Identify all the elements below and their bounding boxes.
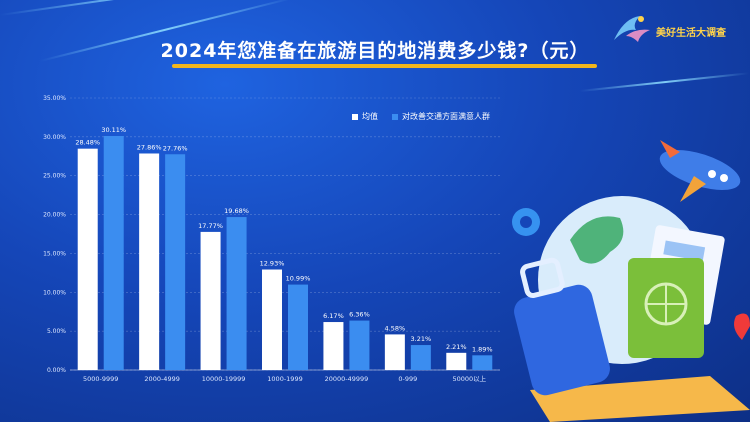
passport-icon: [628, 258, 704, 358]
y-tick-label: 0.00%: [47, 367, 66, 374]
data-label: 6.36%: [349, 311, 370, 319]
x-tick-label: 5000-9999: [83, 375, 118, 383]
y-tick-label: 30.00%: [43, 134, 66, 141]
legend-label-average: 均值: [362, 112, 378, 121]
bar-group: [288, 284, 308, 370]
location-pin-icon: [734, 313, 750, 340]
bird-logo-icon: [614, 16, 650, 42]
legend-swatch-average: [352, 113, 358, 120]
y-tick-label: 15.00%: [43, 250, 66, 257]
data-label: 19.68%: [224, 207, 249, 215]
bar-average: [446, 352, 467, 370]
title-underline: [172, 64, 597, 68]
data-label: 3.21%: [411, 335, 432, 343]
y-tick-label: 10.00%: [43, 289, 66, 296]
y-tick-label: 25.00%: [43, 173, 66, 180]
legend-item-group: 对改善交通方面满意人群: [392, 111, 490, 122]
legend-label-group: 对改善交通方面满意人群: [402, 112, 490, 121]
travel-illustration: [512, 140, 750, 422]
bar-average: [323, 322, 344, 370]
bar-average: [139, 153, 160, 370]
y-tick-label: 20.00%: [43, 212, 66, 219]
bar-average: [77, 148, 98, 370]
x-tick-label: 0-999: [398, 375, 417, 383]
y-tick-label: 5.00%: [47, 328, 66, 335]
data-label: 1.89%: [472, 345, 493, 353]
bar-group: [349, 320, 370, 370]
location-pin-icon: [512, 208, 540, 236]
data-label: 2.21%: [446, 343, 467, 351]
data-label: 6.17%: [323, 312, 344, 320]
bar-group: [226, 217, 247, 370]
bar-group: [103, 136, 124, 370]
x-tick-label: 2000-4999: [144, 375, 179, 383]
x-tick-label: 10000-19999: [202, 375, 246, 383]
data-label: 27.76%: [163, 144, 188, 152]
x-tick-label: 1000-1999: [267, 375, 302, 383]
bar-average: [384, 334, 405, 370]
legend-swatch-group: [392, 113, 398, 120]
page-title: 2024年您准备在旅游目的地消费多少钱?（元）: [160, 40, 590, 62]
data-label: 27.86%: [137, 143, 162, 151]
bar-average: [262, 269, 282, 370]
x-tick-label: 20000-49999: [325, 375, 369, 383]
data-label: 17.77%: [198, 222, 223, 230]
legend-item-average: 均值: [352, 111, 378, 122]
data-label: 12.93%: [260, 260, 285, 268]
airplane-icon: [659, 140, 741, 202]
data-label: 10.99%: [286, 275, 311, 283]
suitcase-icon: [514, 257, 610, 396]
bar-group: [472, 355, 493, 370]
bar-group: [165, 154, 186, 370]
brand-name: 美好生活大调查: [656, 28, 726, 39]
data-label: 28.48%: [75, 139, 100, 147]
bar-average: [200, 231, 221, 370]
travel-mat-icon: [530, 376, 750, 422]
y-tick-label: 35.00%: [43, 95, 66, 102]
data-label: 4.58%: [385, 324, 406, 332]
chart-legend: 均值 对改善交通方面满意人群: [352, 111, 490, 122]
x-tick-label: 50000以上: [452, 374, 486, 383]
bar-group: [410, 345, 431, 370]
data-label: 30.11%: [101, 126, 126, 134]
